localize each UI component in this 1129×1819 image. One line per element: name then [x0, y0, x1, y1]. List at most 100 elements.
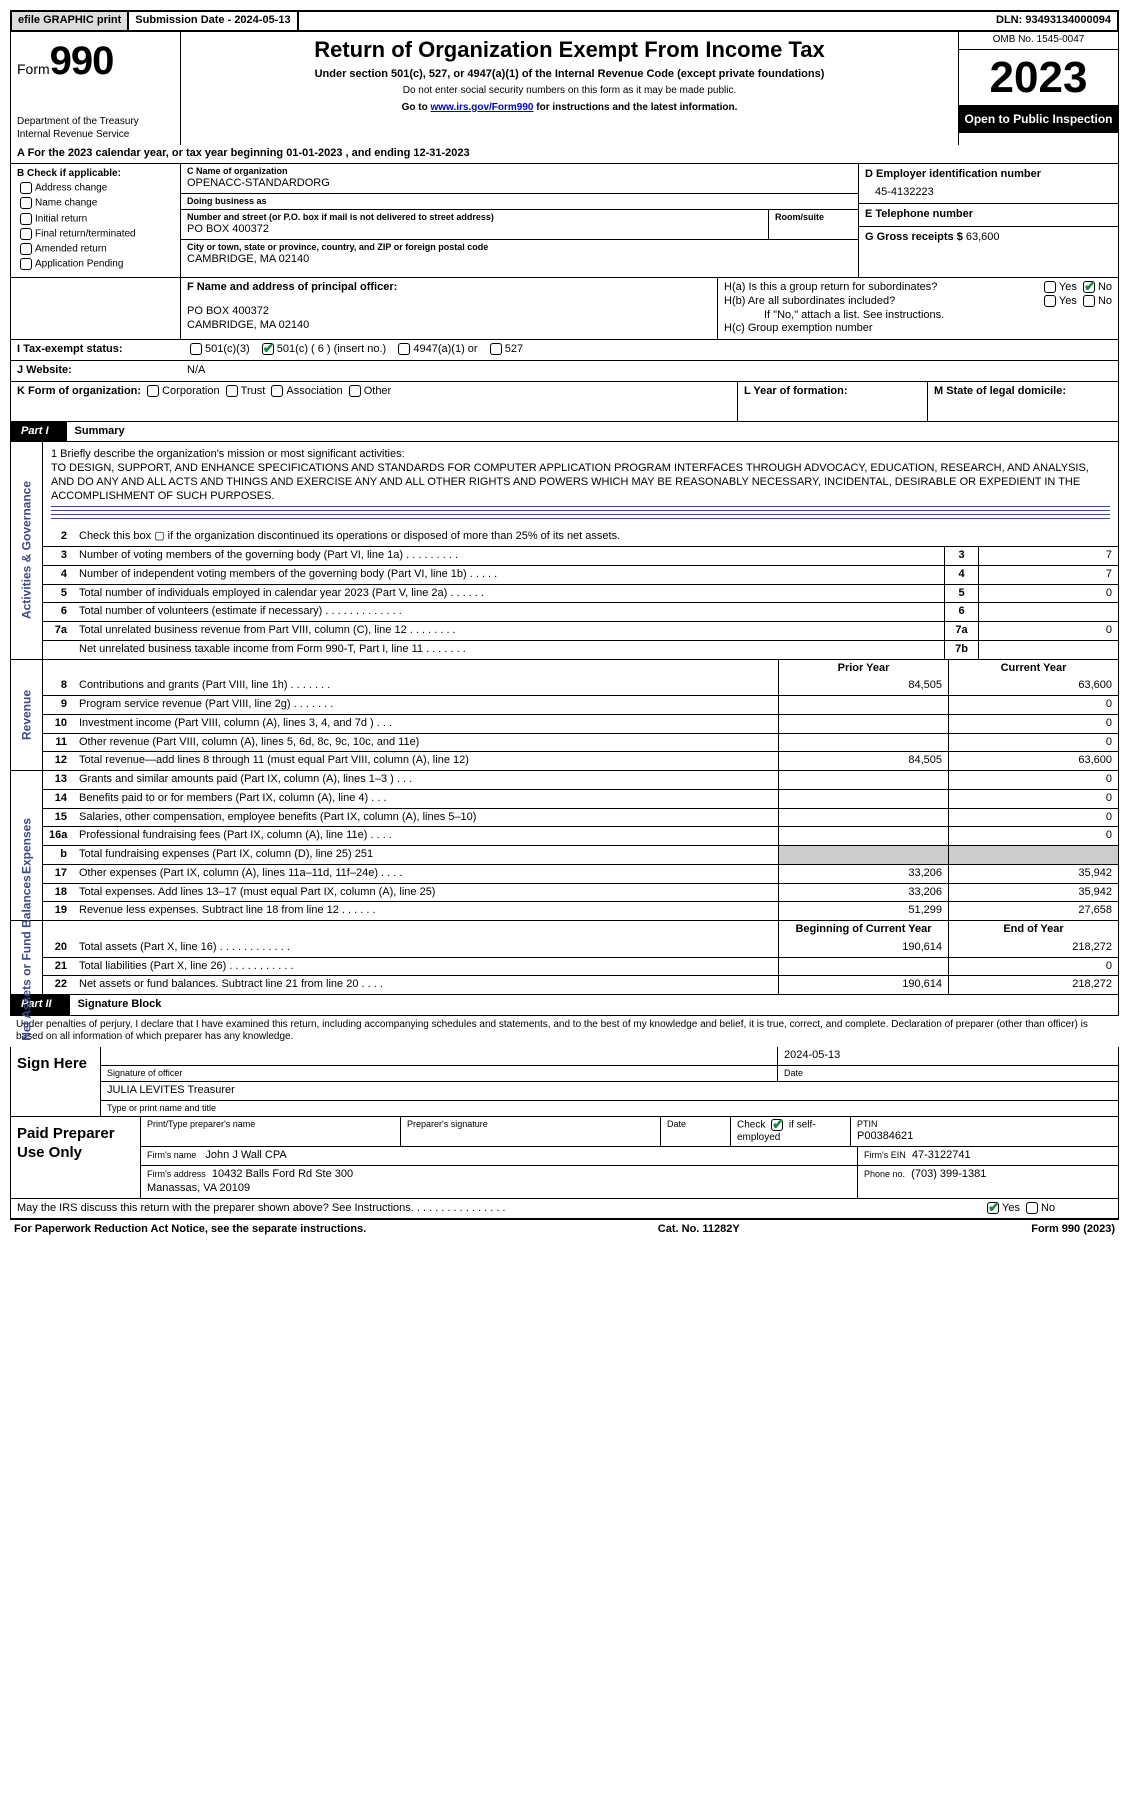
firm-name-label: Firm's name: [147, 1150, 196, 1160]
summary-exp: Expenses 13Grants and similar amounts pa…: [10, 771, 1119, 921]
dln: DLN: 93493134000094: [990, 12, 1117, 30]
data-row: 17Other expenses (Part IX, column (A), l…: [43, 864, 1118, 883]
officer-addr: PO BOX 400372 CAMBRIDGE, MA 02140: [187, 305, 711, 333]
efile-print-button[interactable]: efile GRAPHIC print: [12, 12, 129, 30]
current-year-hdr: Current Year: [948, 660, 1118, 678]
ck-4947[interactable]: [398, 343, 410, 355]
form-subtitle: Under section 501(c), 527, or 4947(a)(1)…: [187, 68, 952, 82]
tax-year: 2023: [959, 50, 1118, 106]
officer-label: F Name and address of principal officer:: [187, 281, 711, 295]
ck-name-change[interactable]: Name change: [17, 197, 174, 210]
form-title: Return of Organization Exempt From Incom…: [187, 36, 952, 64]
ck-527[interactable]: [490, 343, 502, 355]
eoy-hdr: End of Year: [948, 921, 1118, 939]
ck-501c3[interactable]: [190, 343, 202, 355]
gov-row: 2Check this box ▢ if the organization di…: [43, 528, 1118, 546]
part2-title: Signature Block: [70, 995, 170, 1015]
line-a: A For the 2023 calendar year, or tax yea…: [10, 145, 1119, 164]
dba-label: Doing business as: [187, 196, 852, 207]
firm-addr-label: Firm's address: [147, 1169, 206, 1179]
row-fh: F Name and address of principal officer:…: [10, 278, 1119, 340]
ck-assoc[interactable]: [271, 385, 283, 397]
city-label: City or town, state or province, country…: [187, 242, 852, 253]
ptin: P00384621: [857, 1130, 1112, 1144]
data-row: 10Investment income (Part VIII, column (…: [43, 714, 1118, 733]
data-row: 13Grants and similar amounts paid (Part …: [43, 771, 1118, 789]
data-row: 15Salaries, other compensation, employee…: [43, 808, 1118, 827]
ck-address-change[interactable]: Address change: [17, 182, 174, 195]
sig-date: 2024-05-13: [778, 1047, 1118, 1065]
irs-link[interactable]: www.irs.gov/Form990: [430, 102, 533, 113]
org-name-label: C Name of organization: [187, 166, 852, 177]
discuss-yes[interactable]: [987, 1202, 999, 1214]
col-b-header: B Check if applicable:: [17, 168, 174, 181]
website-label: J Website:: [11, 361, 181, 381]
col-b: B Check if applicable: Address change Na…: [11, 164, 181, 277]
summary-gov: Activities & Governance 1 Briefly descri…: [10, 442, 1119, 659]
firm-ein: 47-3122741: [912, 1149, 971, 1161]
city: CAMBRIDGE, MA 02140: [187, 253, 852, 267]
prep-date-label: Date: [667, 1119, 724, 1130]
ck-app-pending[interactable]: Application Pending: [17, 258, 174, 271]
ck-initial-return[interactable]: Initial return: [17, 213, 174, 226]
gov-row: Net unrelated business taxable income fr…: [43, 640, 1118, 659]
hb-label: H(b) Are all subordinates included?: [724, 295, 1041, 309]
boy-hdr: Beginning of Current Year: [778, 921, 948, 939]
ck-final-return[interactable]: Final return/terminated: [17, 228, 174, 241]
prep-name-label: Print/Type preparer's name: [147, 1119, 394, 1130]
org-name: OPENACC-STANDARDORG: [187, 177, 852, 191]
col-c: C Name of organization OPENACC-STANDARDO…: [181, 164, 858, 277]
ck-corp[interactable]: [147, 385, 159, 397]
officer-name-label: Type or print name and title: [101, 1101, 1118, 1116]
footer-right: Form 990 (2023): [1031, 1223, 1115, 1237]
footer-left: For Paperwork Reduction Act Notice, see …: [14, 1223, 366, 1237]
data-row: 20Total assets (Part X, line 16) . . . .…: [43, 939, 1118, 957]
sig-date-label: Date: [778, 1066, 1118, 1081]
part2-header: Part II Signature Block: [10, 995, 1119, 1016]
room-label: Room/suite: [775, 212, 852, 223]
ck-amended-return[interactable]: Amended return: [17, 243, 174, 256]
data-row: 18Total expenses. Add lines 13–17 (must …: [43, 883, 1118, 902]
discuss-no[interactable]: [1026, 1202, 1038, 1214]
ck-501c[interactable]: [262, 343, 274, 355]
hb-yes[interactable]: [1044, 295, 1056, 307]
year-formation: L Year of formation:: [738, 382, 928, 421]
data-row: 12Total revenue—add lines 8 through 11 (…: [43, 751, 1118, 770]
submission-date: Submission Date - 2024-05-13: [129, 12, 298, 30]
form-header: Form990 Department of the Treasury Inter…: [10, 32, 1119, 145]
footer-center: Cat. No. 11282Y: [658, 1223, 740, 1237]
form-number: Form990: [17, 36, 174, 86]
ck-trust[interactable]: [226, 385, 238, 397]
mission-text: TO DESIGN, SUPPORT, AND ENHANCE SPECIFIC…: [51, 462, 1110, 503]
hb-note: If "No," attach a list. See instructions…: [724, 309, 1112, 323]
vtab-na: Net Assets or Fund Balances: [11, 921, 43, 994]
firm-phone-label: Phone no.: [864, 1169, 905, 1179]
ha-no[interactable]: [1083, 281, 1095, 293]
gross: 63,600: [966, 231, 1000, 243]
goto-link-line: Go to www.irs.gov/Form990 for instructio…: [187, 102, 952, 115]
prior-year-hdr: Prior Year: [778, 660, 948, 678]
gross-label: G Gross receipts $: [865, 231, 963, 243]
ssn-warning: Do not enter social security numbers on …: [187, 85, 952, 98]
self-emp-label: Check: [737, 1119, 765, 1130]
form-org-label: K Form of organization:: [17, 385, 141, 397]
vtab-gov: Activities & Governance: [11, 442, 43, 658]
ck-other[interactable]: [349, 385, 361, 397]
prep-sig-label: Preparer's signature: [407, 1119, 654, 1130]
ein-label: D Employer identification number: [865, 168, 1112, 182]
gov-row: 7aTotal unrelated business revenue from …: [43, 621, 1118, 640]
street-label: Number and street (or P.O. box if mail i…: [187, 212, 762, 223]
open-inspection: Open to Public Inspection: [959, 106, 1118, 133]
data-row: 19Revenue less expenses. Subtract line 1…: [43, 901, 1118, 920]
hb-no[interactable]: [1083, 295, 1095, 307]
col-d: D Employer identification number 45-4132…: [858, 164, 1118, 277]
data-row: 11Other revenue (Part VIII, column (A), …: [43, 733, 1118, 752]
ha-yes[interactable]: [1044, 281, 1056, 293]
website-val: N/A: [181, 361, 1118, 381]
tax-status-label: I Tax-exempt status:: [11, 340, 181, 360]
data-row: 9Program service revenue (Part VIII, lin…: [43, 695, 1118, 714]
ck-self-employed[interactable]: [771, 1119, 783, 1131]
part1-label: Part I: [11, 422, 67, 442]
data-row: bTotal fundraising expenses (Part IX, co…: [43, 845, 1118, 864]
row-klm: K Form of organization: Corporation Trus…: [10, 382, 1119, 422]
